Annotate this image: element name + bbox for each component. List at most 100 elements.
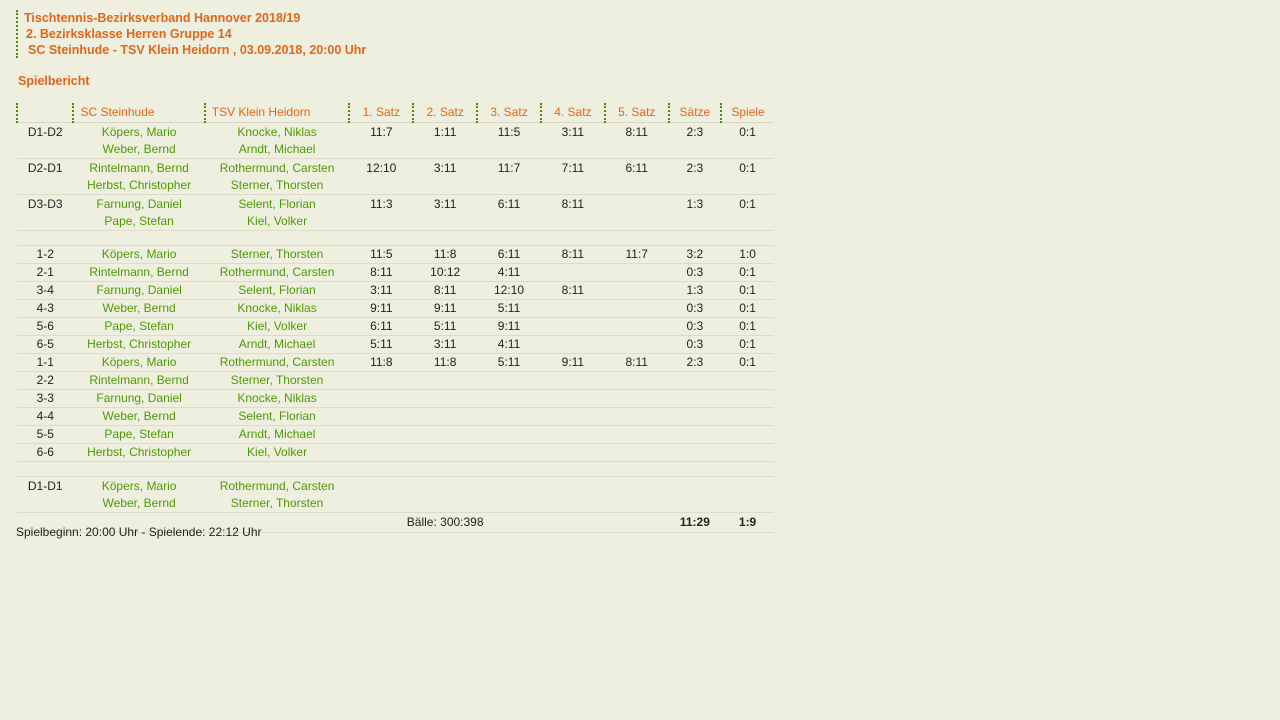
set-5-score-continued <box>604 141 669 159</box>
col-header-home-team: SC Steinhude <box>72 103 205 123</box>
set-1-score-continued <box>349 141 414 159</box>
set-1-score: 5:11 <box>349 335 414 354</box>
set-2-score <box>413 371 478 390</box>
table-row: 1-1 Köpers, Mario Rothermund, Carsten 11… <box>17 353 774 372</box>
set-5-score <box>605 195 669 214</box>
set-5-score-continued <box>605 495 669 513</box>
away-player: Kiel, Volker <box>204 443 350 462</box>
summary-home-empty <box>73 512 205 533</box>
away-player: Knocke, Niklas <box>204 299 350 318</box>
set-1-score <box>349 389 414 408</box>
home-player: Pape, Stefan <box>73 425 205 444</box>
home-player-2: Weber, Bernd <box>73 141 205 159</box>
match-position: D1-D2 <box>27 125 63 139</box>
set-2-score: 3:11 <box>433 197 457 211</box>
away-player-1: Knocke, Niklas <box>237 125 317 139</box>
set-5-score: 6:11 <box>625 161 648 175</box>
set-1-score <box>349 443 414 462</box>
set-3-score: 11:7 <box>497 161 521 175</box>
summary-set-4-empty <box>540 512 605 533</box>
match-position-continued <box>17 177 74 195</box>
away-player: Rothermund, Carsten <box>204 263 350 282</box>
set-5-score <box>604 425 669 444</box>
col-header-position <box>15 103 74 123</box>
set-4-score <box>540 263 605 282</box>
col-header-games-total: Spiele <box>720 103 774 123</box>
set-2-score <box>413 389 478 408</box>
set-4-score-continued <box>541 495 605 513</box>
home-player-1: Köpers, Mario <box>101 479 177 493</box>
table-row: Pape, Stefan Kiel, Volker <box>17 213 774 231</box>
set-3-score: 5:11 <box>477 353 541 372</box>
away-player: Arndt, Michael <box>204 425 350 444</box>
table-row: Weber, Bernd Arndt, Michael <box>17 141 774 159</box>
table-row: 4-4 Weber, Bernd Selent, Florian <box>17 407 774 426</box>
away-player: Sterner, Thorsten <box>204 371 350 390</box>
home-player: Farnung, Daniel <box>73 281 205 300</box>
table-row: Herbst, Christopher Sterner, Thorsten <box>17 177 774 195</box>
table-row: 6-6 Herbst, Christopher Kiel, Volker <box>17 443 774 462</box>
set-2-score: 9:11 <box>413 299 478 318</box>
match-position: 4-4 <box>17 407 74 426</box>
set-1-score <box>349 407 414 426</box>
home-player: Herbst, Christopher <box>73 443 205 462</box>
sets-result: 0:3 <box>668 317 722 336</box>
games-result: 0:1 <box>721 263 774 282</box>
col-header-sets-total: Sätze <box>667 103 722 123</box>
match-position: D2-D1 <box>27 161 63 175</box>
games-result <box>721 443 774 462</box>
col-header-set-1: 1. Satz <box>348 103 414 123</box>
table-row: D1-D1 Köpers, Mario Rothermund, Carsten <box>17 477 774 496</box>
match-position: 4-3 <box>17 299 74 318</box>
set-5-score <box>605 477 669 496</box>
home-player: Rintelmann, Bernd <box>73 371 205 390</box>
set-2-score: 1:11 <box>433 125 457 139</box>
set-4-score: 9:11 <box>540 353 605 372</box>
sets-result: 2:3 <box>686 161 704 175</box>
set-5-score <box>604 371 669 390</box>
set-5-score <box>604 317 669 336</box>
set-2-score: 11:8 <box>413 353 478 372</box>
set-3-score: 11:5 <box>497 125 521 139</box>
set-1-score: 12:10 <box>366 161 397 175</box>
set-3-score: 6:11 <box>477 245 541 264</box>
home-player: Köpers, Mario <box>73 353 205 372</box>
games-result <box>721 425 774 444</box>
sets-result-continued <box>668 213 722 231</box>
home-player-2: Pape, Stefan <box>73 213 205 231</box>
match-position-continued <box>17 141 74 159</box>
match-position: 3-4 <box>17 281 74 300</box>
match-position: 2-1 <box>17 263 74 282</box>
set-4-score: 3:11 <box>561 125 585 139</box>
set-3-score: 4:11 <box>477 263 541 282</box>
away-player: Kiel, Volker <box>204 317 350 336</box>
table-row: 6-5 Herbst, Christopher Arndt, Michael 5… <box>17 335 774 354</box>
match-position: 3-3 <box>17 389 74 408</box>
set-2-score <box>413 443 478 462</box>
table-row: 3-3 Farnung, Daniel Knocke, Niklas <box>17 389 774 408</box>
match-position: 1-1 <box>17 353 74 372</box>
sets-result <box>668 371 722 390</box>
set-4-score-continued <box>540 141 605 159</box>
away-player-2: Sterner, Thorsten <box>230 496 324 510</box>
set-4-score <box>540 335 605 354</box>
away-player: Sterner, Thorsten <box>204 245 350 264</box>
games-result: 0:1 <box>739 161 756 175</box>
set-3-score: 6:11 <box>497 197 521 211</box>
col-header-set-4: 4. Satz <box>539 103 605 123</box>
away-player-1: Selent, Florian <box>238 197 316 211</box>
set-1-score-continued <box>349 495 413 513</box>
match-position: 5-5 <box>17 425 74 444</box>
games-result: 1:0 <box>721 245 774 264</box>
match-times-note: Spielbeginn: 20:00 Uhr - Spielende: 22:1… <box>16 525 262 539</box>
match-position: D3-D3 <box>27 197 63 211</box>
sets-result: 2:3 <box>686 125 704 139</box>
col-header-set-5: 5. Satz <box>603 103 669 123</box>
table-row: 5-6 Pape, Stefan Kiel, Volker 6:11 5:11 … <box>17 317 774 336</box>
set-2-score <box>413 407 478 426</box>
set-2-score: 8:11 <box>413 281 478 300</box>
match-position: 1-2 <box>17 245 74 264</box>
set-3-score <box>477 407 541 426</box>
match-position: D1-D1 <box>27 479 63 493</box>
